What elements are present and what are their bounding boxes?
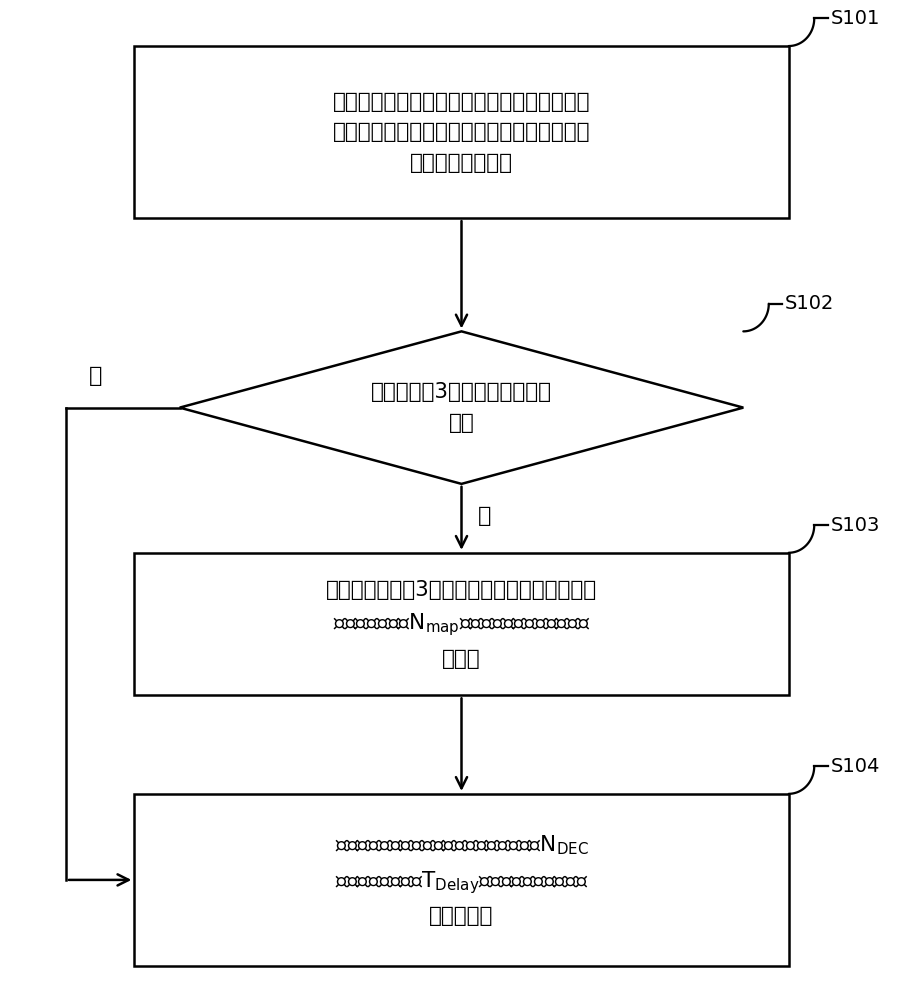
Text: S104: S104 [831,757,880,776]
Text: 根据车辆当前的档位以及修正后的目标档位N$_{\mathrm{DEC}}$
，在换挡延迟时间T$_{\mathrm{Delay}}$到达时控制车辆执行档
位换挡: 根据车辆当前的档位以及修正后的目标档位N$_{\mathrm{DEC}}$ ，在… [335,834,588,926]
FancyBboxPatch shape [134,553,789,695]
FancyBboxPatch shape [134,794,789,966]
Text: S101: S101 [831,9,880,28]
Polygon shape [180,331,743,484]
Text: 调用预先生成的3档急减速的档位修正矩阵对获
取到的目标档位N$_{\mathrm{map}}$进行修正，获得修正后的目
标档位: 调用预先生成的3档急减速的档位修正矩阵对获 取到的目标档位N$_{\mathrm… [326,580,597,669]
Text: 当前车辆在3档位下有急减速的
车况: 当前车辆在3档位下有急减速的 车况 [371,382,552,433]
Text: 否: 否 [89,366,102,386]
Text: 在预设的时间间隔内，根据油门开度和当前车
速，调用预先生成的换挡图查询曲线，获取当
前车辆的目标档位: 在预设的时间间隔内，根据油门开度和当前车 速，调用预先生成的换挡图查询曲线，获取… [333,92,590,173]
Text: S103: S103 [831,516,880,535]
FancyBboxPatch shape [134,46,789,218]
Text: S102: S102 [785,294,834,313]
Text: 是: 是 [478,506,491,526]
